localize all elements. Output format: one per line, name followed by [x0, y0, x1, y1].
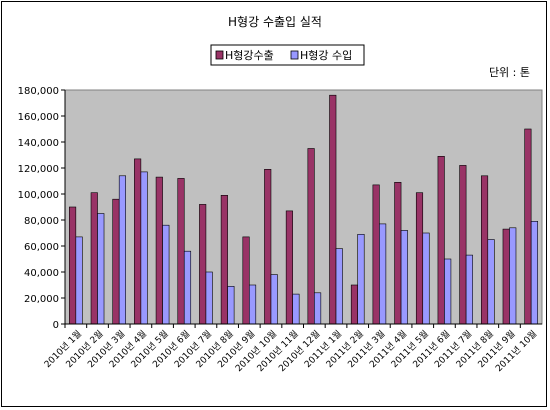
y-axis-ticks: 0 20,000 40,000 60,000 80,000 100,000 120,000 1…	[18, 86, 65, 331]
bar-import	[97, 213, 105, 325]
bar-export	[90, 192, 98, 325]
bars-group	[69, 94, 538, 325]
y-tick-label: 160,000	[18, 112, 59, 123]
bar-import	[205, 271, 213, 325]
legend-swatch-import	[290, 50, 299, 60]
bar-import	[227, 285, 235, 325]
bar-import	[118, 175, 126, 325]
bar-import	[162, 224, 170, 325]
chart-title: H형강 수출입 실적	[228, 15, 322, 29]
bar-export	[242, 236, 250, 325]
y-tick-label: 180,000	[18, 86, 59, 97]
bar-import	[335, 248, 343, 325]
bar-export	[372, 184, 380, 325]
bar-import	[379, 223, 387, 325]
bar-import	[487, 239, 495, 325]
bar-export	[220, 195, 228, 325]
y-tick-label: 40,000	[24, 268, 59, 279]
bar-export	[329, 94, 337, 325]
bar-export	[199, 204, 207, 325]
bar-export	[69, 206, 77, 325]
bar-import	[400, 230, 408, 325]
bar-export	[415, 192, 424, 325]
y-tick-label: 20,000	[24, 294, 59, 305]
bar-export	[177, 178, 185, 325]
y-tick-label: 120,000	[18, 164, 59, 175]
bar-import	[509, 227, 517, 325]
legend-label-import: H형강 수입	[300, 49, 352, 62]
bar-export	[307, 148, 315, 325]
bar-import	[270, 274, 278, 325]
bar-export	[350, 284, 359, 325]
bar-export	[264, 169, 272, 325]
legend-box	[210, 44, 365, 66]
bar-import	[530, 221, 538, 325]
legend-label-export: H형강수출	[225, 49, 274, 62]
y-tick-label: 100,000	[18, 190, 59, 201]
y-tick-label: 80,000	[24, 216, 59, 227]
bar-export	[480, 175, 489, 325]
bar-export	[524, 128, 532, 325]
unit-label: 단위 : 톤	[489, 66, 530, 79]
legend-swatch-export	[215, 50, 224, 60]
bar-import	[314, 292, 322, 325]
bar-export	[285, 210, 293, 325]
bar-import	[249, 284, 257, 325]
bar-import	[75, 236, 83, 325]
bar-export	[134, 158, 142, 325]
y-tick-label: 0	[53, 320, 59, 331]
y-tick-label: 60,000	[24, 242, 59, 253]
bar-export	[502, 228, 510, 325]
bar-export	[437, 156, 445, 325]
bar-import	[140, 171, 148, 325]
bar-import	[357, 234, 365, 325]
bar-import	[292, 293, 300, 325]
bar-import	[444, 258, 452, 325]
bar-export	[459, 165, 467, 325]
legend: H형강수출 H형강 수입	[210, 44, 365, 66]
bar-import	[183, 250, 192, 325]
bar-export	[112, 198, 120, 325]
bar-export	[394, 182, 402, 325]
bar-import	[422, 232, 430, 325]
y-tick-label: 140,000	[18, 138, 59, 149]
bar-export	[155, 176, 163, 325]
bar-import	[465, 254, 473, 325]
